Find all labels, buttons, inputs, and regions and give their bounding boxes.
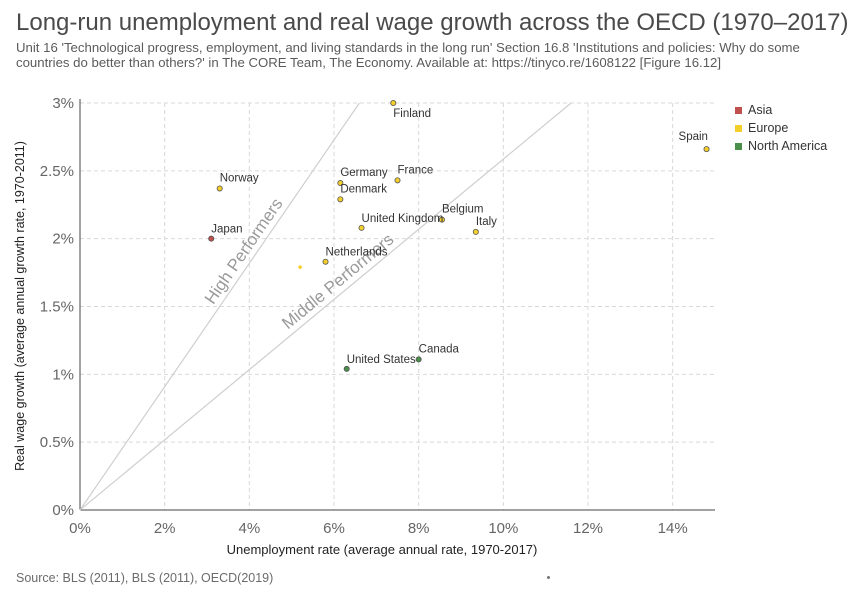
- reference-line: [79, 102, 572, 511]
- x-tick-label: 14%: [658, 520, 688, 537]
- legend-label: North America: [748, 139, 828, 153]
- data-point[interactable]: [358, 224, 365, 231]
- point-label: Spain: [679, 131, 708, 143]
- data-point[interactable]: [298, 265, 302, 269]
- data-point[interactable]: [337, 180, 344, 187]
- data-points: Finland Spain Germany France Norway Denmark Be…: [208, 100, 710, 372]
- data-point[interactable]: [390, 100, 397, 107]
- reference-line-label: High Performers: [201, 195, 287, 308]
- y-tick-label: 0%: [52, 502, 74, 519]
- data-point[interactable]: [322, 258, 329, 265]
- legend-label: Europe: [748, 121, 789, 135]
- legend-item[interactable]: Asia: [735, 101, 827, 119]
- point-label: France: [398, 164, 434, 176]
- point-label: Canada: [419, 343, 460, 355]
- data-point[interactable]: [438, 216, 445, 223]
- x-tick-label: 0%: [69, 520, 91, 537]
- x-tick-label: 8%: [408, 520, 430, 537]
- reference-line: [79, 102, 360, 511]
- data-point[interactable]: [337, 196, 344, 203]
- y-tick-label: 2.5%: [40, 163, 74, 180]
- y-tick-label: 3%: [52, 95, 74, 112]
- reference-line-label: Middle Performers: [278, 230, 397, 333]
- chart-subtitle: Unit 16 'Technological progress, employm…: [16, 40, 800, 70]
- legend-label: Asia: [748, 103, 773, 117]
- point-label: Netherlands: [326, 247, 388, 259]
- y-tick-label: 1%: [52, 366, 74, 383]
- chart-title: Long-run unemployment and real wage grow…: [16, 9, 849, 36]
- y-tick-label: 2%: [52, 231, 74, 248]
- tick-labels: 0% 2% 4% 6% 8% 10% 12% 14% 0% 0.5% 1% 1.5% 2% 2.5% 3%: [40, 95, 688, 537]
- x-axis-label: Unemployment rate (average annual rate, …: [227, 542, 538, 557]
- data-point[interactable]: [216, 185, 223, 192]
- legend-item[interactable]: North America: [735, 137, 827, 155]
- stray-dot: [547, 576, 550, 579]
- legend-item[interactable]: Europe: [735, 119, 827, 137]
- point-label: Belgium: [442, 204, 484, 216]
- point-label: Finland: [393, 108, 431, 120]
- y-tick-label: 1.5%: [40, 299, 74, 316]
- data-point[interactable]: [703, 146, 710, 153]
- x-tick-label: 4%: [238, 520, 260, 537]
- data-point[interactable]: [343, 365, 350, 372]
- x-tick-label: 10%: [488, 520, 518, 537]
- point-label: Japan: [211, 224, 242, 236]
- data-point[interactable]: [415, 356, 422, 363]
- x-tick-label: 12%: [573, 520, 603, 537]
- legend-swatch: [735, 106, 742, 114]
- legend-swatch: [735, 124, 742, 132]
- x-tick-label: 6%: [323, 520, 345, 537]
- point-label: Germany: [340, 167, 388, 179]
- y-tick-label: 0.5%: [40, 434, 74, 451]
- point-label: United Kingdom: [362, 213, 444, 225]
- x-tick-label: 2%: [154, 520, 176, 537]
- axes: [79, 99, 715, 511]
- legend-swatch: [735, 142, 742, 150]
- data-point[interactable]: [472, 228, 479, 235]
- point-label: Italy: [476, 216, 497, 228]
- data-point[interactable]: [394, 177, 401, 184]
- legend: Asia Europe North America: [735, 101, 827, 155]
- point-label: Denmark: [340, 183, 387, 195]
- grid: [80, 102, 715, 510]
- point-label: Norway: [220, 172, 259, 184]
- y-axis-label: Real wage growth (average annual growth …: [13, 141, 27, 471]
- data-point[interactable]: [208, 235, 215, 242]
- point-label: United States: [347, 354, 416, 366]
- source-note: Source: BLS (2011), BLS (2011), OECD(201…: [16, 571, 274, 585]
